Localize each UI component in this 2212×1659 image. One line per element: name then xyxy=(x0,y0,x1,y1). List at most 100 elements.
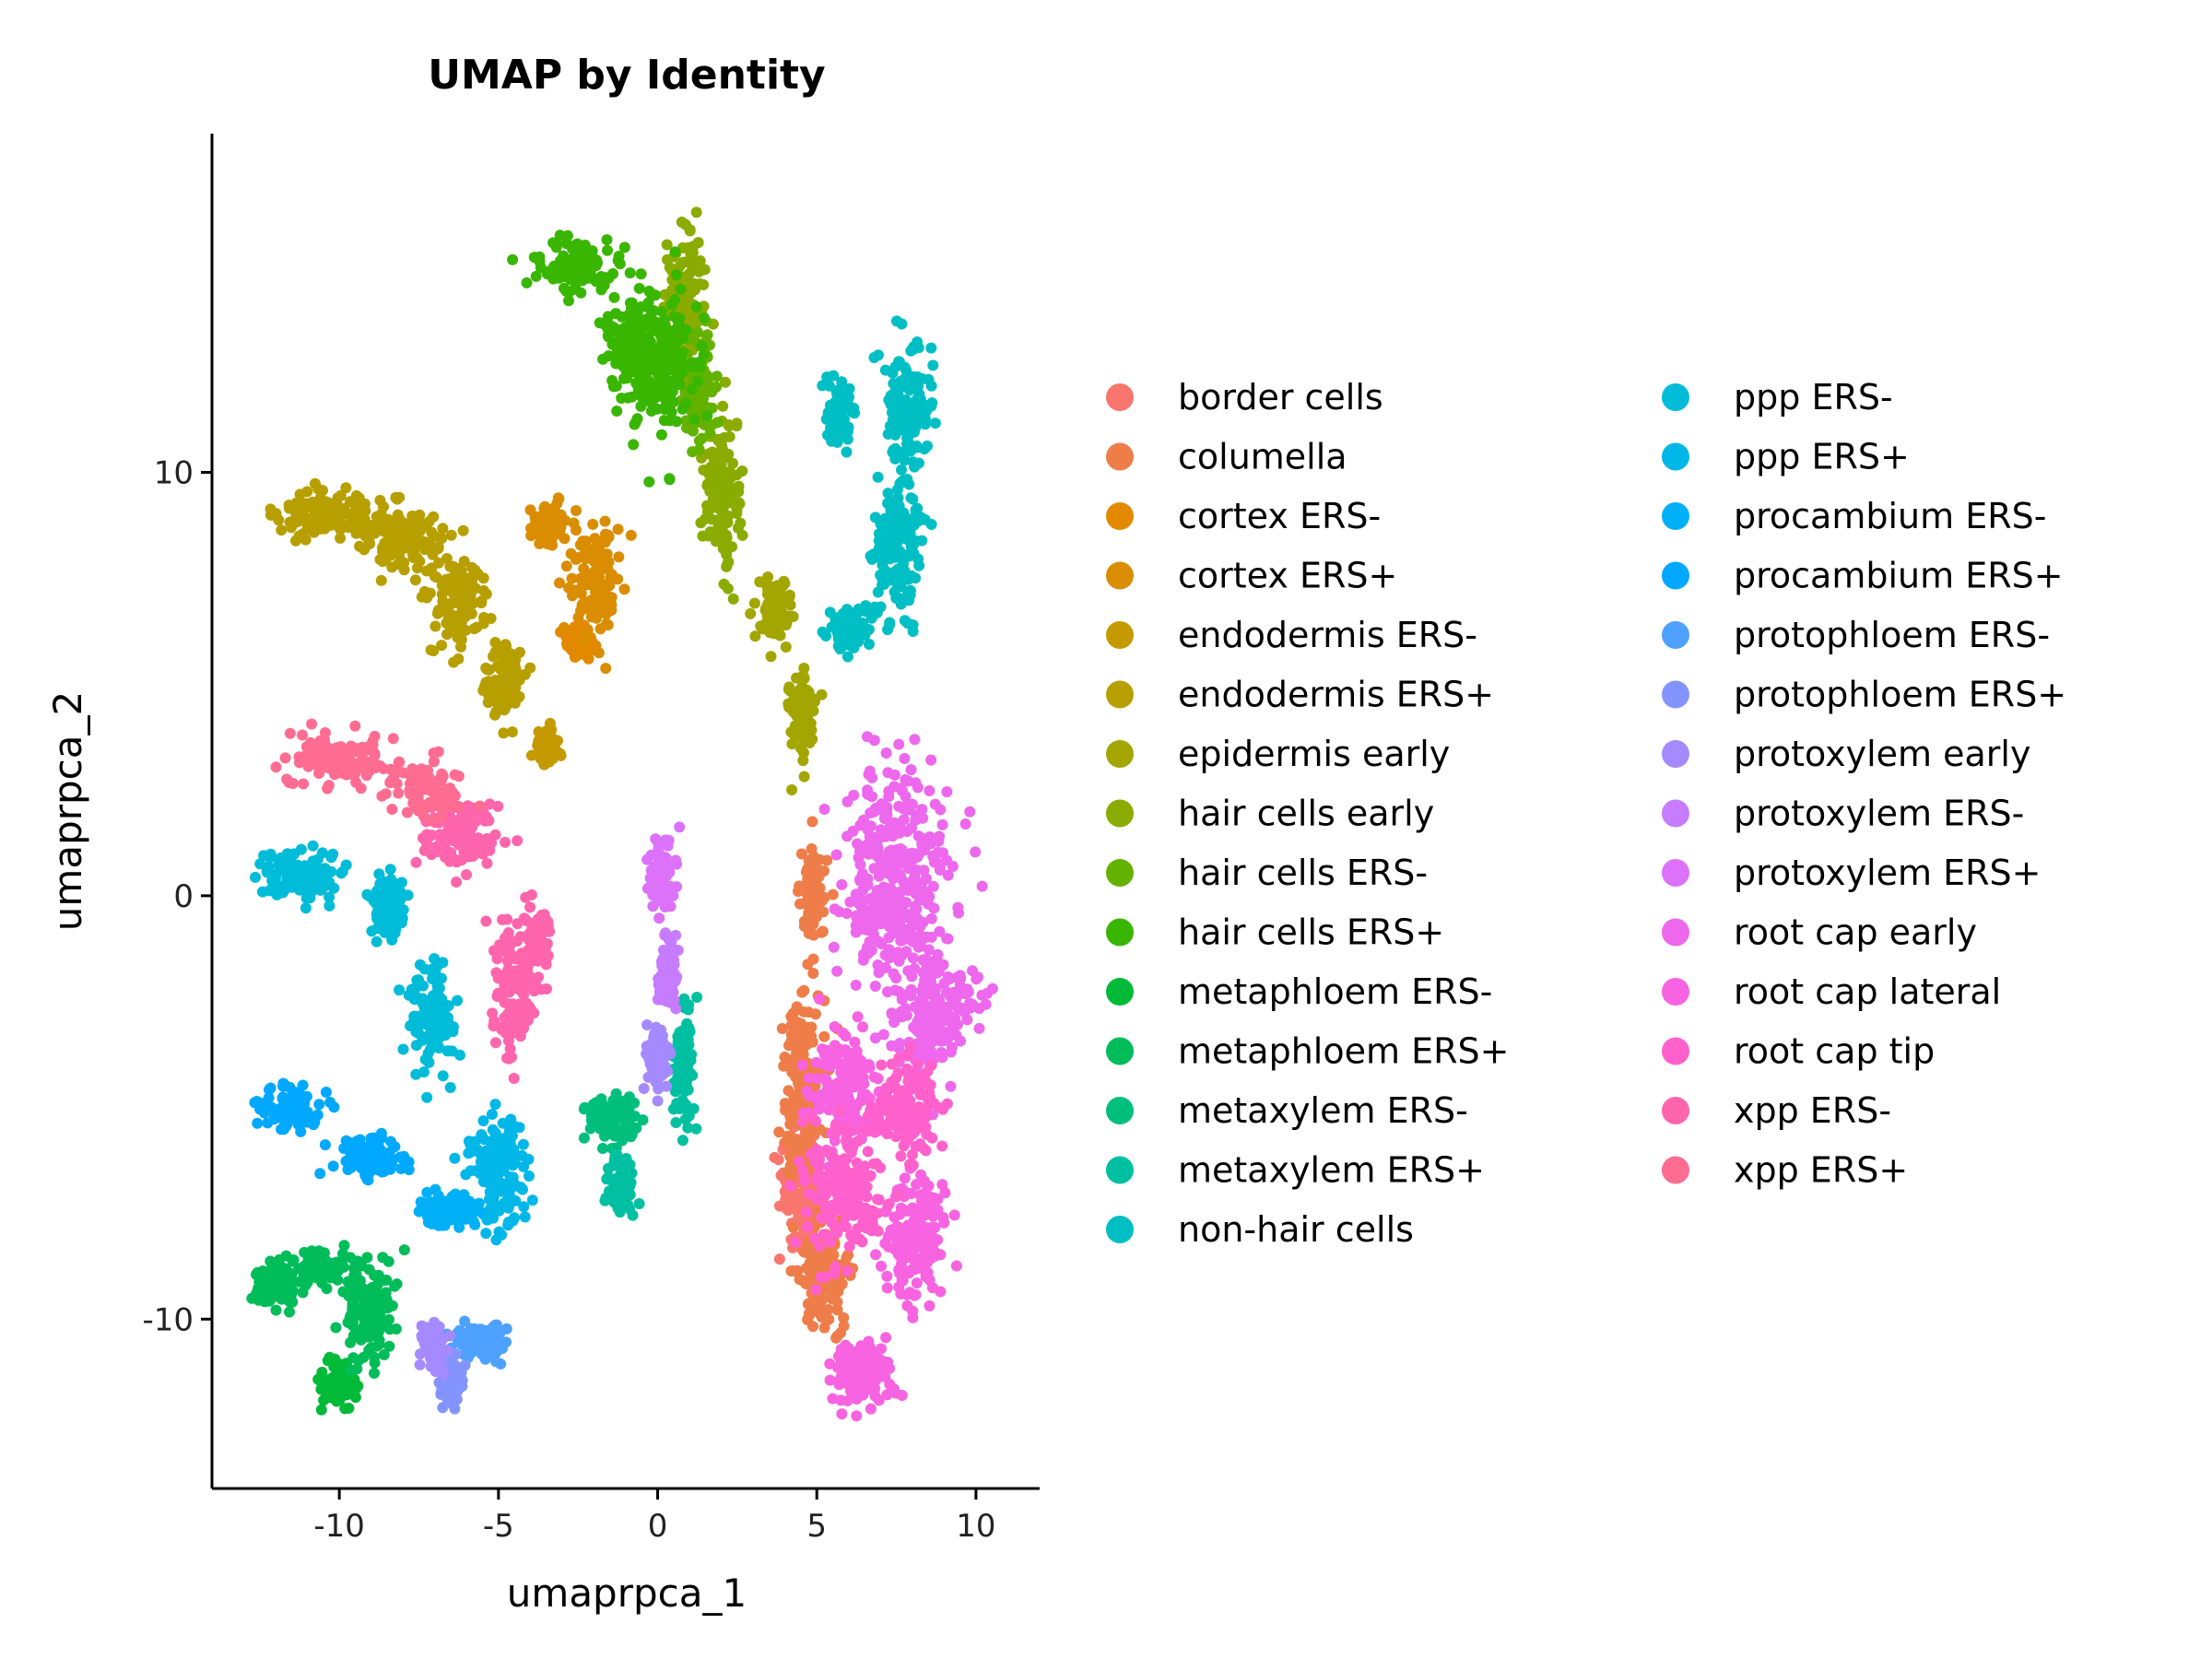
data-point xyxy=(560,560,572,572)
data-point xyxy=(787,705,799,717)
data-point xyxy=(929,418,941,429)
data-point xyxy=(604,580,616,592)
data-point xyxy=(480,1228,492,1240)
data-point xyxy=(325,865,337,877)
data-point xyxy=(518,1201,530,1213)
data-point xyxy=(828,1249,840,1261)
data-point xyxy=(393,559,404,571)
data-point xyxy=(811,1304,823,1316)
data-point xyxy=(724,472,736,484)
data-point xyxy=(878,517,890,529)
data-point xyxy=(428,511,440,523)
data-point xyxy=(873,535,885,547)
data-point xyxy=(882,488,894,500)
data-point xyxy=(883,951,895,963)
data-point xyxy=(485,613,497,624)
data-point xyxy=(453,1221,465,1233)
data-point xyxy=(868,548,880,559)
data-point xyxy=(624,1159,636,1171)
data-point xyxy=(430,571,442,583)
data-point xyxy=(524,662,536,674)
data-point xyxy=(765,651,777,663)
data-point xyxy=(827,888,839,900)
data-point xyxy=(381,1274,393,1286)
data-point xyxy=(658,868,670,880)
data-point xyxy=(403,1156,415,1168)
data-point xyxy=(552,492,564,504)
data-point xyxy=(644,287,656,299)
data-point xyxy=(785,1265,797,1277)
data-point xyxy=(431,607,443,619)
data-point xyxy=(432,996,444,1007)
data-point xyxy=(692,375,704,387)
data-point xyxy=(600,1192,612,1204)
data-point xyxy=(506,726,518,738)
data-point xyxy=(888,444,900,456)
data-point xyxy=(563,295,574,307)
data-point xyxy=(937,847,948,859)
data-point xyxy=(736,529,748,541)
data-point xyxy=(431,959,443,971)
data-point xyxy=(451,1194,463,1206)
data-point xyxy=(857,954,869,966)
data-point xyxy=(865,945,877,956)
data-point xyxy=(678,997,690,1008)
data-point xyxy=(297,1079,309,1091)
data-point xyxy=(378,1348,390,1360)
data-point xyxy=(745,607,757,619)
data-point xyxy=(797,697,809,708)
data-point xyxy=(846,406,858,418)
data-point xyxy=(784,1111,796,1123)
data-point xyxy=(373,1294,385,1306)
series-5 xyxy=(265,477,536,739)
data-point xyxy=(823,1313,835,1325)
data-point xyxy=(490,1234,502,1246)
series-11 xyxy=(246,1240,410,1379)
data-point xyxy=(635,328,647,339)
data-point xyxy=(421,1091,433,1103)
data-point xyxy=(554,524,566,536)
data-point xyxy=(717,400,729,412)
data-point xyxy=(411,562,423,574)
data-point xyxy=(831,965,843,977)
data-point xyxy=(250,871,261,883)
data-point xyxy=(254,858,266,870)
data-point xyxy=(417,1034,429,1046)
data-point xyxy=(867,897,878,909)
data-point xyxy=(688,312,700,324)
data-point xyxy=(653,1083,665,1095)
data-point xyxy=(899,551,911,563)
data-point xyxy=(505,1120,517,1132)
data-point xyxy=(662,896,673,907)
data-point xyxy=(327,848,339,860)
data-point xyxy=(316,847,328,859)
data-point xyxy=(318,1250,330,1262)
data-point xyxy=(628,366,640,378)
data-point xyxy=(712,513,724,525)
data-point xyxy=(454,1049,465,1061)
data-point xyxy=(901,438,912,450)
data-point xyxy=(806,816,818,828)
data-point xyxy=(661,239,673,251)
data-point xyxy=(895,568,907,580)
data-point xyxy=(629,418,641,430)
data-point xyxy=(818,865,830,877)
data-point xyxy=(641,1019,653,1030)
data-point xyxy=(305,864,317,876)
data-point xyxy=(508,1144,520,1155)
data-point xyxy=(595,284,607,296)
data-point xyxy=(706,446,718,458)
data-point xyxy=(693,435,705,447)
data-point xyxy=(801,1129,813,1141)
data-point xyxy=(848,641,860,653)
data-point xyxy=(626,391,638,403)
data-point xyxy=(375,1147,387,1159)
data-point xyxy=(457,524,469,536)
data-point xyxy=(835,429,847,441)
data-point xyxy=(581,627,593,639)
data-point xyxy=(674,821,686,833)
data-point xyxy=(701,329,713,341)
data-point xyxy=(655,1070,667,1082)
data-point xyxy=(392,878,404,890)
series-12 xyxy=(578,1088,649,1154)
